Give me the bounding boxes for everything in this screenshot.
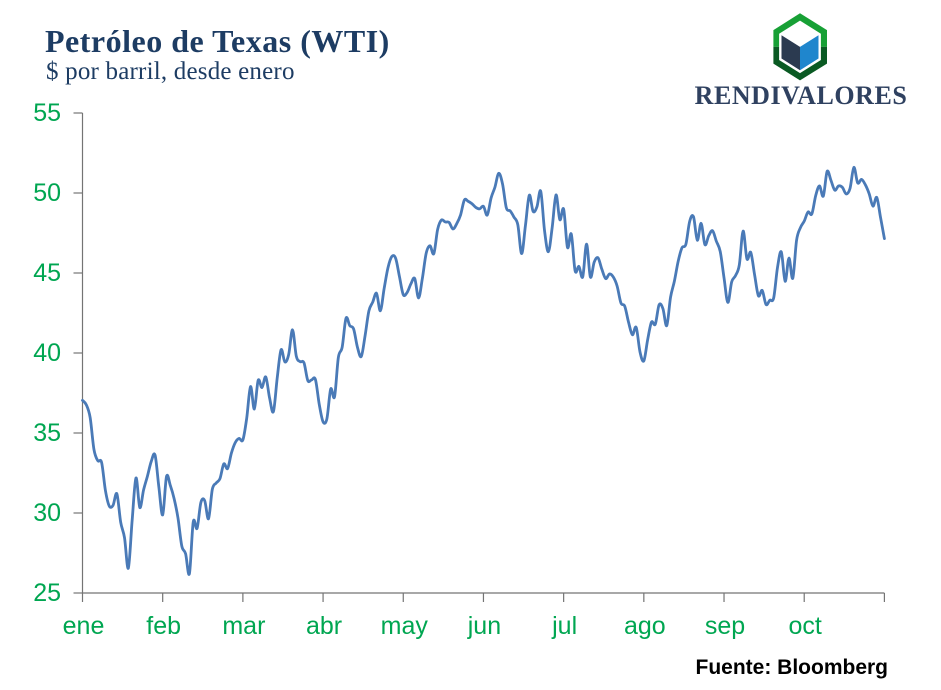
x-axis-label: jul	[552, 612, 578, 640]
y-axis-label: 35	[33, 419, 61, 447]
page-subtitle: $ por barril, desde enero	[46, 58, 295, 85]
logo-cube-left-face	[781, 35, 800, 71]
x-axis-label: ago	[623, 612, 666, 640]
x-axis-label: jun	[467, 612, 502, 640]
logo-cube-right-face	[800, 35, 819, 71]
x-axis-label: may	[380, 612, 428, 640]
brand-name: RENDIVALORES	[694, 81, 908, 110]
x-axis-label: ene	[62, 612, 105, 640]
x-axis-label: feb	[146, 612, 182, 640]
x-axis-label: abr	[305, 612, 343, 640]
x-axis-label: sep	[704, 612, 746, 640]
y-axis-label: 30	[33, 499, 61, 527]
y-axis-label: 55	[33, 99, 61, 127]
page-title: Petróleo de Texas (WTI)	[45, 23, 390, 59]
source-credit: Fuente: Bloomberg	[695, 656, 889, 679]
chart-axes	[73, 112, 886, 602]
y-axis-label: 45	[33, 259, 61, 287]
x-axis-label: mar	[222, 612, 266, 640]
y-axis-label: 25	[33, 579, 61, 607]
y-axis-label: 50	[33, 179, 61, 207]
x-axis-label: oct	[788, 612, 822, 640]
y-axis-label: 40	[33, 339, 61, 367]
wti-price-line	[81, 165, 886, 576]
hexagon-cube-icon	[773, 13, 827, 81]
